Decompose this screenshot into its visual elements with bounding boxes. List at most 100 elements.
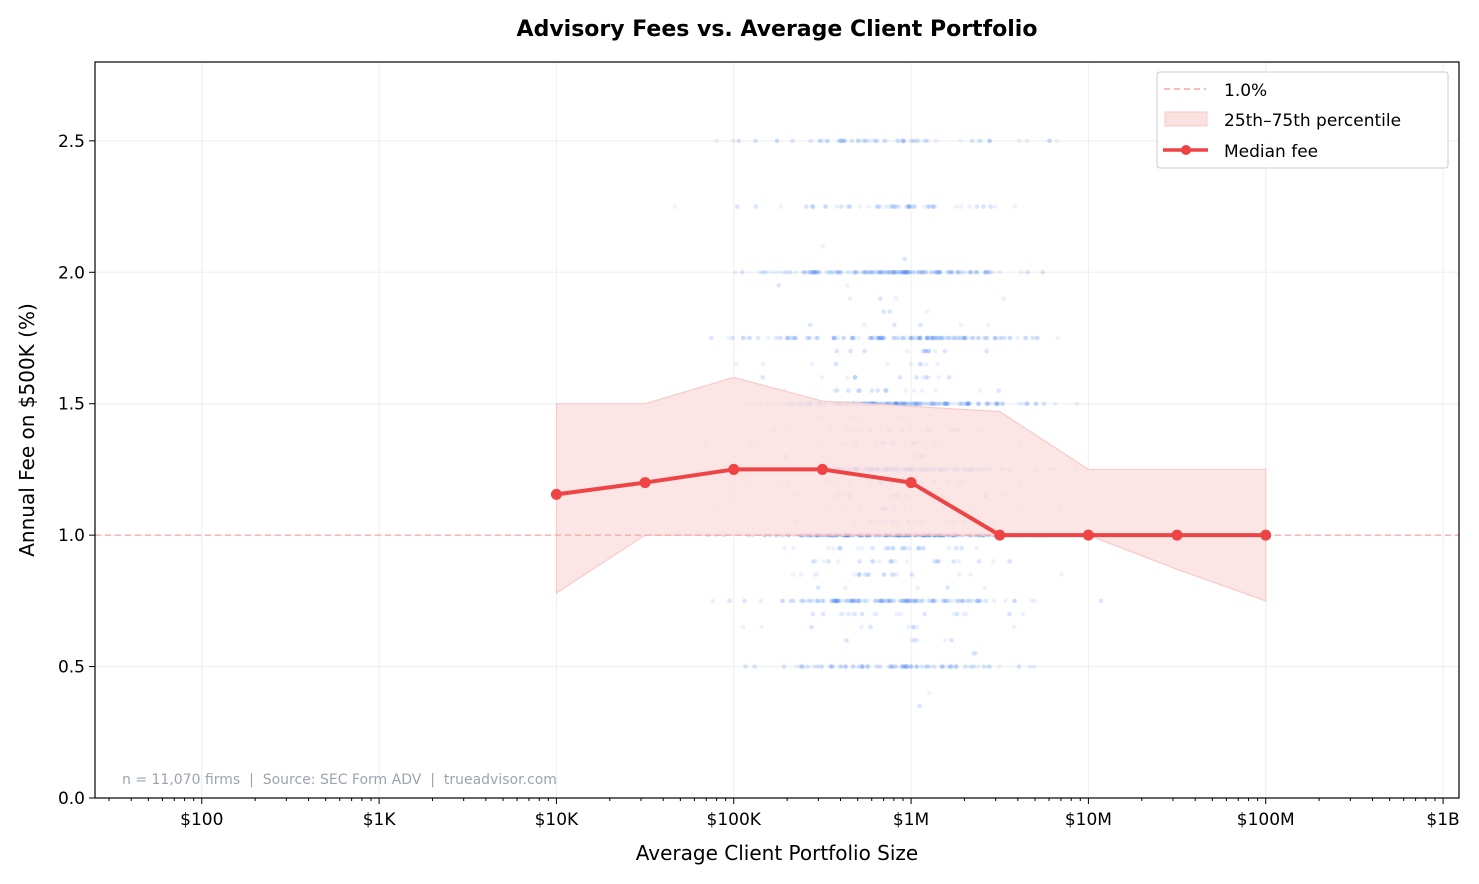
scatter-point bbox=[1030, 335, 1035, 341]
scatter-point bbox=[936, 559, 942, 564]
scatter-point bbox=[908, 401, 913, 407]
scatter-point bbox=[825, 138, 830, 144]
scatter-point bbox=[993, 401, 998, 407]
scatter-point bbox=[900, 598, 906, 604]
scatter-point bbox=[910, 598, 915, 604]
scatter-point bbox=[914, 375, 919, 380]
scatter-point bbox=[959, 598, 965, 604]
scatter-point bbox=[730, 335, 735, 341]
scatter-point bbox=[962, 598, 967, 604]
scatter-point bbox=[898, 401, 904, 407]
scatter-point bbox=[954, 611, 960, 617]
scatter-point bbox=[923, 138, 929, 144]
scatter-point bbox=[930, 335, 935, 341]
scatter-point bbox=[846, 388, 851, 393]
scatter-point bbox=[934, 559, 940, 564]
scatter-point bbox=[849, 270, 855, 275]
scatter-point bbox=[829, 664, 834, 669]
scatter-point bbox=[919, 270, 925, 275]
scatter-point bbox=[974, 546, 979, 551]
scatter-point bbox=[862, 138, 867, 144]
scatter-point bbox=[956, 559, 961, 564]
scatter-point bbox=[948, 270, 953, 275]
scatter-point bbox=[942, 598, 948, 604]
scatter-point bbox=[885, 270, 891, 275]
scatter-point bbox=[755, 335, 761, 341]
scatter-point bbox=[805, 335, 810, 341]
scatter-point bbox=[894, 270, 900, 275]
scatter-point bbox=[945, 335, 950, 341]
scatter-point bbox=[822, 204, 828, 209]
scatter-point bbox=[810, 204, 816, 209]
scatter-point bbox=[934, 270, 940, 275]
scatter-point bbox=[833, 598, 838, 604]
scatter-point bbox=[837, 138, 843, 144]
scatter-point bbox=[851, 598, 857, 604]
scatter-point bbox=[988, 204, 993, 209]
scatter-point bbox=[959, 270, 965, 275]
scatter-point bbox=[872, 598, 878, 604]
scatter-point bbox=[1017, 138, 1022, 144]
scatter-point bbox=[835, 598, 840, 604]
scatter-point bbox=[782, 270, 788, 275]
scatter-point bbox=[784, 270, 790, 275]
scatter-point bbox=[974, 204, 980, 209]
scatter-point bbox=[806, 598, 812, 604]
scatter-point bbox=[828, 270, 834, 275]
scatter-point bbox=[865, 270, 870, 275]
scatter-point bbox=[924, 309, 930, 315]
scatter-point bbox=[817, 138, 822, 144]
scatter-point bbox=[831, 335, 836, 341]
scatter-point bbox=[957, 598, 962, 604]
scatter-point bbox=[814, 270, 819, 275]
scatter-point bbox=[928, 598, 933, 604]
scatter-point bbox=[825, 138, 830, 144]
scatter-point bbox=[870, 335, 876, 341]
scatter-point bbox=[863, 598, 868, 604]
scatter-point bbox=[918, 335, 923, 341]
scatter-point bbox=[907, 598, 912, 604]
scatter-point bbox=[984, 401, 989, 407]
scatter-point bbox=[959, 546, 964, 551]
scatter-point bbox=[868, 624, 873, 630]
scatter-point bbox=[932, 598, 937, 604]
scatter-point bbox=[976, 401, 981, 407]
scatter-point bbox=[1027, 664, 1033, 669]
scatter-point bbox=[809, 624, 814, 630]
scatter-point bbox=[891, 204, 897, 209]
scatter-point bbox=[881, 335, 887, 341]
scatter-point bbox=[933, 335, 938, 341]
scatter-point bbox=[965, 598, 971, 604]
scatter-point bbox=[851, 598, 856, 604]
scatter-point bbox=[800, 598, 806, 604]
scatter-point bbox=[870, 559, 876, 564]
scatter-point bbox=[778, 335, 783, 341]
scatter-point bbox=[852, 270, 858, 275]
scatter-point bbox=[914, 598, 919, 604]
scatter-point bbox=[945, 585, 950, 590]
scatter-point bbox=[924, 335, 929, 341]
scatter-point bbox=[844, 638, 849, 643]
scatter-point bbox=[1022, 335, 1027, 341]
scatter-point bbox=[830, 546, 836, 551]
scatter-point bbox=[887, 309, 892, 315]
scatter-point bbox=[848, 598, 853, 604]
scatter-point bbox=[898, 598, 903, 604]
scatter-point bbox=[892, 322, 897, 328]
scatter-point bbox=[904, 401, 909, 407]
scatter-point bbox=[949, 270, 955, 275]
scatter-point bbox=[830, 664, 836, 669]
scatter-point bbox=[910, 624, 916, 630]
scatter-point bbox=[776, 283, 782, 288]
scatter-point bbox=[848, 204, 853, 209]
scatter-point bbox=[849, 138, 855, 144]
scatter-point bbox=[883, 204, 888, 209]
scatter-point bbox=[849, 138, 855, 144]
scatter-point bbox=[877, 335, 883, 341]
scatter-point bbox=[873, 138, 878, 144]
scatter-point bbox=[985, 664, 991, 669]
scatter-point bbox=[877, 296, 883, 301]
scatter-point bbox=[839, 138, 845, 144]
scatter-point bbox=[893, 664, 899, 669]
scatter-point bbox=[837, 270, 843, 275]
